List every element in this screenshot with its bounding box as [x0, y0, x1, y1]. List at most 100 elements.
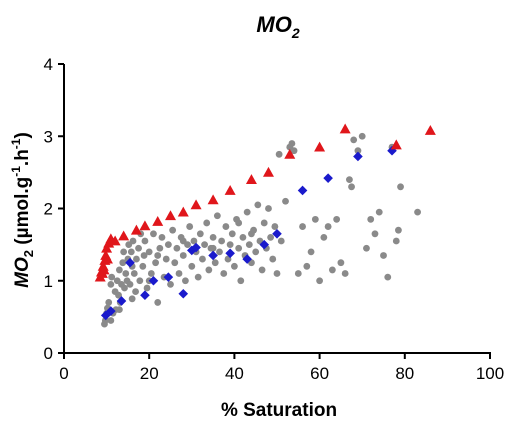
data-point-circle [129, 237, 137, 245]
data-point-circle [228, 230, 236, 238]
data-point-triangle [339, 123, 351, 134]
data-point-circle [226, 241, 234, 249]
data-point-circle [216, 248, 223, 256]
data-point-circle [358, 132, 366, 140]
data-point-circle [188, 262, 196, 270]
title-main: MO [256, 12, 291, 37]
data-point-circle [341, 270, 349, 277]
data-point-circle [380, 252, 387, 259]
data-point-circle [303, 262, 311, 270]
data-point-circle [122, 270, 130, 277]
data-point-circle [282, 197, 289, 205]
data-point-circle [171, 259, 179, 267]
data-point-circle [199, 255, 206, 263]
data-point-circle [139, 262, 147, 270]
ylabel-units-a: (µmol.g [12, 177, 33, 250]
data-point-diamond [148, 275, 159, 286]
data-point-circle [320, 234, 328, 241]
data-point-circle [150, 230, 157, 238]
data-point-circle [154, 252, 162, 259]
data-point-triangle [101, 253, 113, 264]
data-point-triangle [262, 166, 274, 177]
data-point-circle [205, 266, 213, 274]
data-point-circle [307, 248, 315, 256]
y-tick-label: 3 [44, 127, 53, 146]
data-point-circle [294, 270, 302, 277]
data-point-circle [164, 241, 172, 249]
data-point-circle [107, 317, 115, 324]
data-point-circle [182, 277, 189, 285]
data-point-circle [201, 241, 208, 249]
data-point-circle [231, 262, 238, 270]
data-point-circle [105, 299, 113, 306]
data-point-circle [395, 226, 402, 234]
data-point-diamond [116, 296, 127, 306]
data-point-circle [243, 208, 251, 216]
data-point-triangle [314, 141, 326, 152]
data-point-circle [269, 255, 277, 263]
data-point-circle [333, 215, 341, 223]
x-tick-label: 60 [310, 364, 329, 383]
data-point-circle [367, 215, 375, 223]
data-point-circle [179, 252, 187, 259]
y-tick-label: 2 [44, 200, 53, 219]
y-tick-label: 0 [44, 344, 53, 363]
data-point-diamond [353, 151, 363, 162]
data-point-circle [324, 223, 332, 230]
data-point-circle [130, 270, 138, 277]
data-point-circle [107, 280, 115, 288]
data-point-circle [173, 244, 181, 252]
data-point-circle [133, 255, 140, 263]
data-point-diamond [106, 306, 116, 316]
data-point-diamond [163, 272, 174, 282]
data-point-circle [237, 277, 245, 285]
data-point-circle [277, 237, 285, 245]
data-point-triangle [118, 230, 130, 241]
data-point-circle [252, 248, 260, 256]
data-point-diamond [225, 248, 235, 259]
chart-title: MO2 [256, 12, 299, 41]
ylabel-subscript: 2 [21, 250, 36, 257]
x-tick-label: 80 [395, 364, 414, 383]
data-point-circle [136, 277, 144, 285]
data-point-circle [115, 266, 123, 274]
data-point-triangle [109, 235, 121, 246]
data-point-circle [167, 280, 174, 288]
ylabel-units-c: ) [12, 132, 33, 138]
data-point-circle [156, 244, 164, 252]
data-point-circle [265, 205, 272, 212]
y-tick-label: 1 [44, 272, 53, 291]
data-point-triangle [177, 206, 189, 217]
x-tick-label: 20 [140, 364, 159, 383]
data-point-diamond [208, 250, 218, 261]
data-point-circle [363, 244, 370, 252]
data-point-triangle [98, 264, 110, 275]
data-point-circle [140, 252, 148, 259]
data-point-circle [346, 176, 353, 184]
data-point-circle [235, 219, 243, 227]
data-point-circle [311, 215, 319, 223]
data-point-triangle [390, 139, 402, 150]
data-point-triangle [139, 220, 151, 231]
data-point-circle [375, 208, 383, 216]
data-point-triangle [152, 216, 164, 226]
svg-text:MO2: MO2 [256, 12, 299, 41]
data-point-circle [143, 284, 151, 292]
data-point-circle [273, 270, 281, 277]
data-point-triangle [165, 210, 176, 221]
data-marks [94, 123, 436, 328]
data-point-diamond [297, 185, 308, 196]
data-point-circle [186, 223, 194, 230]
y-axis-title: MO2 (µmol.g-1.h-1) [9, 132, 36, 288]
data-point-triangle [130, 224, 142, 235]
data-point-circle [350, 136, 358, 144]
data-point-circle [220, 270, 228, 277]
axes: 0 20 40 60 80 100 0 1 2 3 4 [44, 55, 505, 383]
x-tick-label: 0 [59, 364, 68, 383]
data-point-circle [127, 248, 135, 256]
data-point-circle [194, 273, 202, 281]
data-point-circle [384, 273, 392, 281]
data-point-circle [119, 259, 127, 267]
data-point-circle [115, 306, 123, 314]
